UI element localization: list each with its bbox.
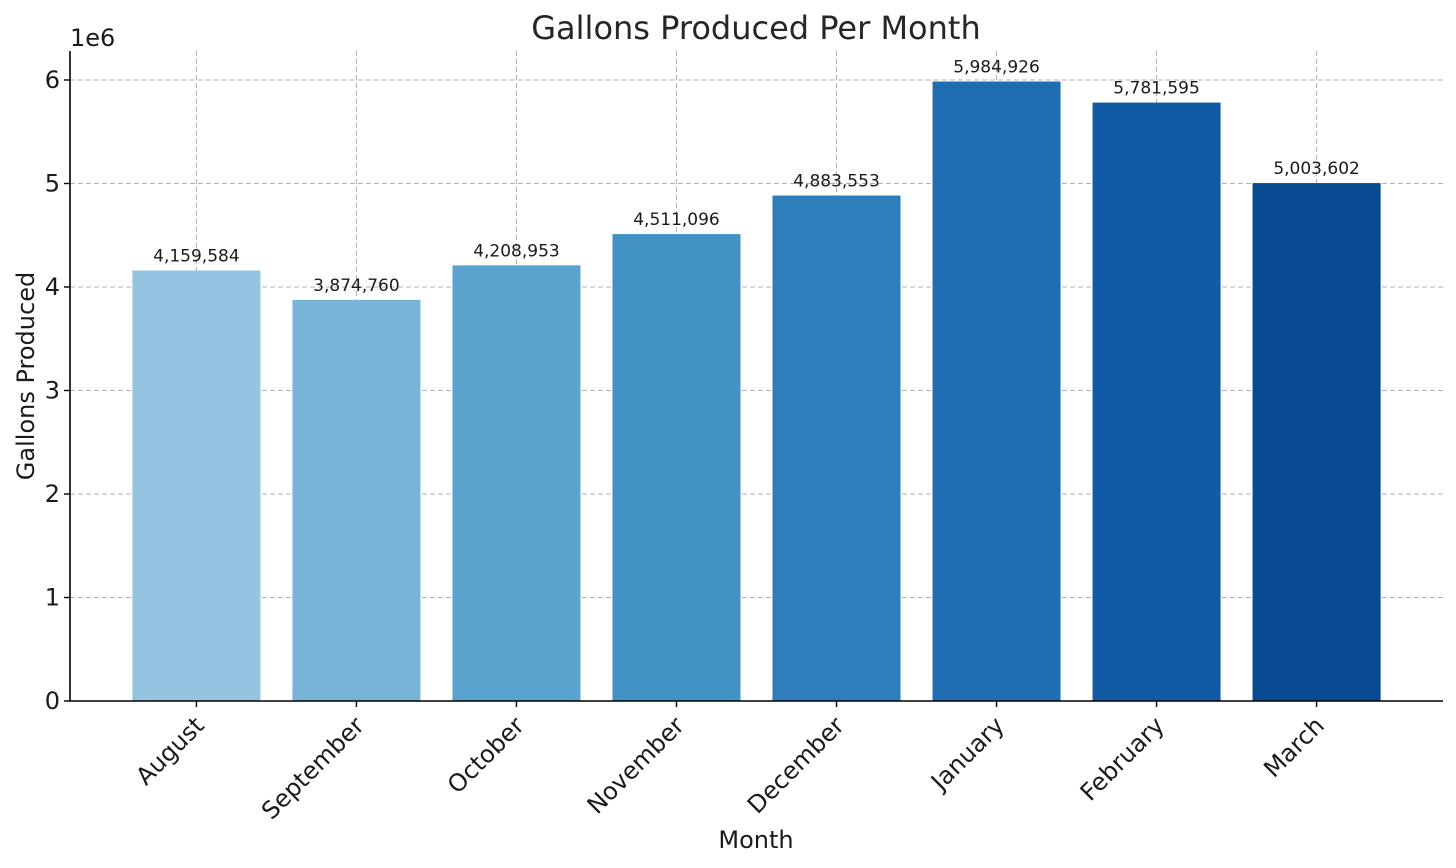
y-tick-label: 2: [45, 480, 60, 508]
bars: [132, 81, 1381, 702]
bar-september: [292, 299, 421, 701]
y-tick-label: 6: [45, 66, 60, 94]
y-tick-label: 4: [45, 273, 60, 301]
bar-value-label: 4,883,553: [793, 172, 880, 192]
grid: [70, 51, 1443, 701]
chart-title: Gallons Produced Per Month: [531, 9, 980, 47]
bar-value-label: 3,874,760: [313, 276, 400, 296]
bar-value-label: 5,003,602: [1273, 159, 1360, 179]
x-tick-label: August: [130, 711, 209, 790]
x-tick-label: January: [924, 711, 1010, 797]
bar-value-label: 5,781,595: [1113, 79, 1200, 99]
x-tick-label: December: [742, 711, 850, 819]
y-tick-label: 5: [45, 169, 60, 197]
bar-august: [132, 270, 261, 701]
bar-january: [932, 81, 1061, 702]
y-tick-label: 1: [45, 583, 60, 611]
x-tick-label: February: [1075, 711, 1170, 806]
bar-february: [1092, 102, 1221, 702]
bar-december: [772, 195, 901, 701]
bar-march: [1252, 183, 1381, 701]
bar-value-label: 4,159,584: [153, 246, 240, 266]
y-axis-offset-label: 1e6: [70, 24, 115, 52]
y-tick-label: 0: [45, 687, 60, 715]
data-labels: 4,159,584 3,874,760 4,208,953 4,511,096 4,88…: [153, 58, 1360, 296]
y-axis-title: Gallons Produced: [12, 272, 40, 480]
y-tick-label: 3: [45, 376, 60, 404]
x-tick-label: September: [256, 711, 370, 825]
bar-november: [612, 234, 741, 701]
axes: [69, 51, 1443, 702]
bar-value-label: 4,511,096: [633, 210, 720, 230]
x-tick-label: November: [582, 711, 690, 819]
x-axis-title: Month: [718, 826, 793, 854]
x-tick-label: March: [1258, 711, 1330, 783]
bar-october: [452, 265, 581, 701]
bar-value-label: 4,208,953: [473, 241, 560, 261]
x-tick-label: October: [442, 711, 530, 799]
bar-value-label: 5,984,926: [953, 58, 1040, 78]
